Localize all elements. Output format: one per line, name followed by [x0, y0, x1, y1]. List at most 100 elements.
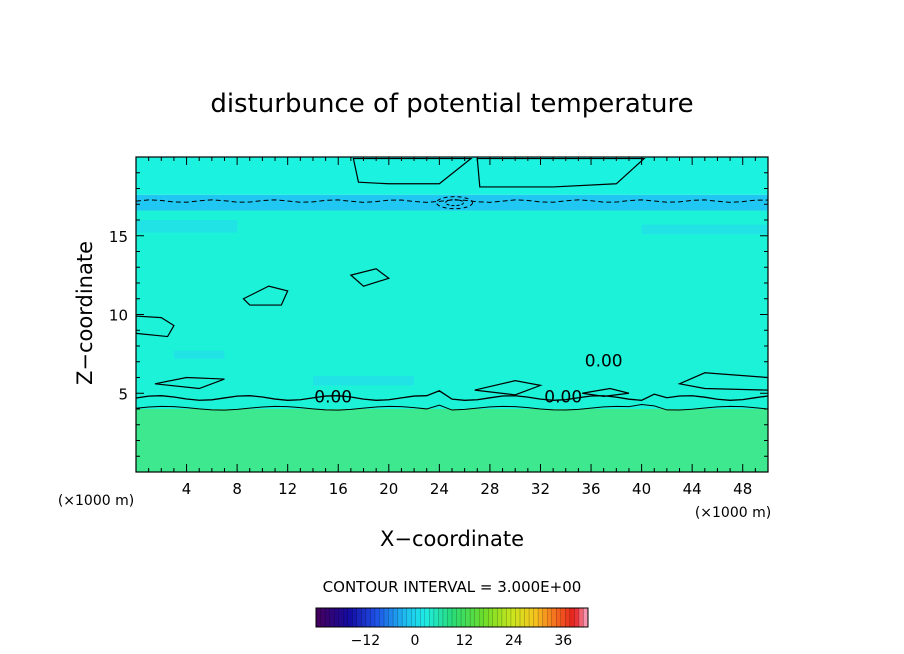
contour-blob-5	[677, 372, 768, 391]
colorbar-tick-label-4: 36	[554, 633, 572, 649]
y-tick-label-2: 15	[109, 228, 128, 246]
colorbar-tick-label-0: −12	[351, 633, 381, 649]
colorbar-tick-label-2: 12	[455, 633, 473, 649]
colorbar-cell	[320, 608, 326, 627]
colorbar-cell	[547, 608, 553, 627]
colorbar-cell	[501, 608, 507, 627]
colorbar-cell	[515, 608, 521, 627]
colorbar-cell	[384, 608, 390, 627]
colorbar-cell	[574, 608, 580, 627]
colorbar-cell	[356, 608, 362, 627]
contour-negative-oval	[436, 196, 474, 210]
colorbar-cell	[465, 608, 471, 627]
colorbar-cell	[334, 608, 340, 627]
contour-blob-4	[136, 315, 175, 338]
colorbar-cell	[442, 608, 448, 627]
colorbar-cell	[524, 608, 530, 627]
colorbar-cell	[560, 608, 566, 627]
colorbar-cell	[402, 608, 408, 627]
colorbar-cell	[347, 608, 353, 627]
heatmap-layer-1	[136, 210, 768, 409]
colorbar-frame	[315, 607, 589, 628]
heatmap-patch-2	[173, 350, 225, 359]
colorbar-cell	[420, 608, 426, 627]
colorbar-cell	[529, 608, 535, 627]
colorbar-cell	[583, 608, 589, 627]
x-tick-label-1: 8	[232, 480, 242, 498]
colorbar-cell	[361, 608, 367, 627]
colorbar-cell	[438, 608, 444, 627]
heatmap-patch-1	[641, 224, 768, 235]
colorbar-cell	[406, 608, 412, 627]
colorbar-cell	[388, 608, 394, 627]
contour-lower-line	[136, 404, 768, 411]
contour-blob-3	[349, 268, 391, 287]
contour-blob-2	[242, 285, 289, 306]
chart-title: disturbunce of potential temperature	[210, 89, 693, 119]
contour-label-2: 0.00	[585, 351, 623, 371]
contour-blob-6	[474, 380, 543, 396]
colorbar-cell	[365, 608, 371, 627]
x-tick-label-0: 4	[182, 480, 192, 498]
heatmap-layer-0	[136, 409, 768, 472]
contour-negative-oval-inner	[445, 199, 465, 207]
x-tick-label-8: 36	[581, 480, 600, 498]
colorbar-cell	[325, 608, 331, 627]
colorbar-cell	[379, 608, 385, 627]
x-axis-title: X−coordinate	[380, 527, 524, 551]
colorbar-cell	[488, 608, 494, 627]
colorbar-cell	[556, 608, 562, 627]
x-unit-right: (×1000 m)	[695, 505, 771, 521]
colorbar-cell	[520, 608, 526, 627]
colorbar: −12 0 12 24 36	[315, 607, 589, 649]
x-tick-label-4: 20	[379, 480, 398, 498]
heatmap-patch-0	[136, 220, 238, 233]
y-tick-label-1: 10	[109, 307, 128, 325]
colorbar-cell	[542, 608, 548, 627]
x-tick-label-7: 32	[531, 480, 550, 498]
colorbar-cell	[474, 608, 480, 627]
colorbar-cell	[374, 608, 380, 627]
colorbar-cell	[452, 608, 458, 627]
colorbar-cell	[447, 608, 453, 627]
colorbar-cell	[565, 608, 571, 627]
colorbar-cell	[424, 608, 430, 627]
colorbar-cell	[470, 608, 476, 627]
colorbar-cell	[492, 608, 498, 627]
colorbar-cell	[343, 608, 349, 627]
colorbar-cell	[411, 608, 417, 627]
colorbar-cell	[533, 608, 539, 627]
y-tick-label-0: 5	[118, 385, 128, 403]
colorbar-cell	[538, 608, 544, 627]
colorbar-cell	[370, 608, 376, 627]
colorbar-cell	[338, 608, 344, 627]
contour-blob-8	[154, 376, 225, 390]
x-tick-label-10: 44	[683, 480, 702, 498]
heatmap-patch-3	[312, 375, 415, 386]
contour-blob-0	[352, 157, 473, 185]
colorbar-cell	[415, 608, 421, 627]
heatmap-field	[136, 157, 768, 472]
colorbar-cell	[497, 608, 503, 627]
colorbar-cell	[397, 608, 403, 627]
x-tick-label-6: 28	[480, 480, 499, 498]
colorbar-cell	[578, 608, 584, 627]
colorbar-cell	[352, 608, 358, 627]
colorbar-cell	[483, 608, 489, 627]
colorbar-cell	[479, 608, 485, 627]
y-axis-title: Z−coordinate	[73, 241, 97, 385]
contour-interval-label: CONTOUR INTERVAL = 3.000E+00	[323, 578, 582, 596]
contour-label-0: 0.00	[314, 388, 352, 408]
contour-negative-line	[136, 199, 768, 203]
x-unit-left: (×1000 m)	[58, 493, 134, 509]
contour-zero-line	[136, 390, 768, 401]
contour-label-1: 0.00	[544, 388, 582, 408]
contour-blob-7	[582, 387, 630, 398]
colorbar-cell	[461, 608, 467, 627]
x-tick-label-9: 40	[632, 480, 651, 498]
colorbar-cell	[456, 608, 462, 627]
x-tick-label-2: 12	[278, 480, 297, 498]
colorbar-cell	[569, 608, 575, 627]
